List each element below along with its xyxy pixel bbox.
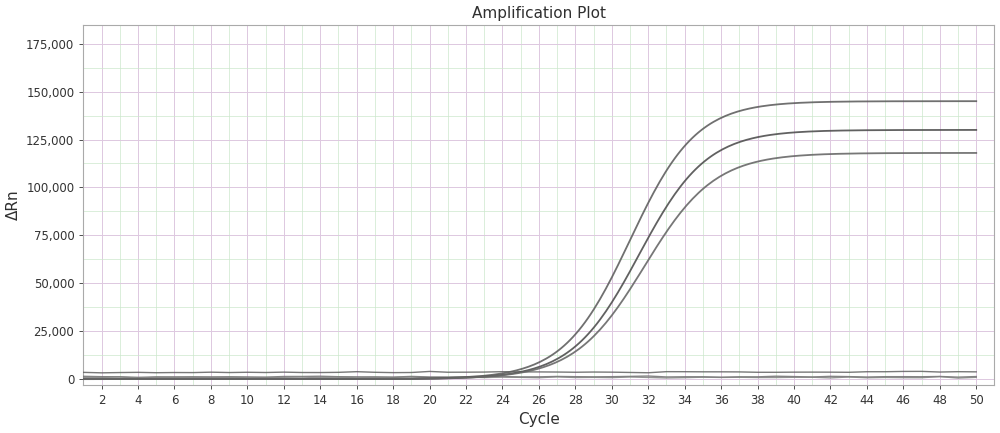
X-axis label: Cycle: Cycle	[518, 413, 560, 427]
Title: Amplification Plot: Amplification Plot	[472, 6, 606, 20]
Y-axis label: ΔRn: ΔRn	[6, 189, 21, 220]
